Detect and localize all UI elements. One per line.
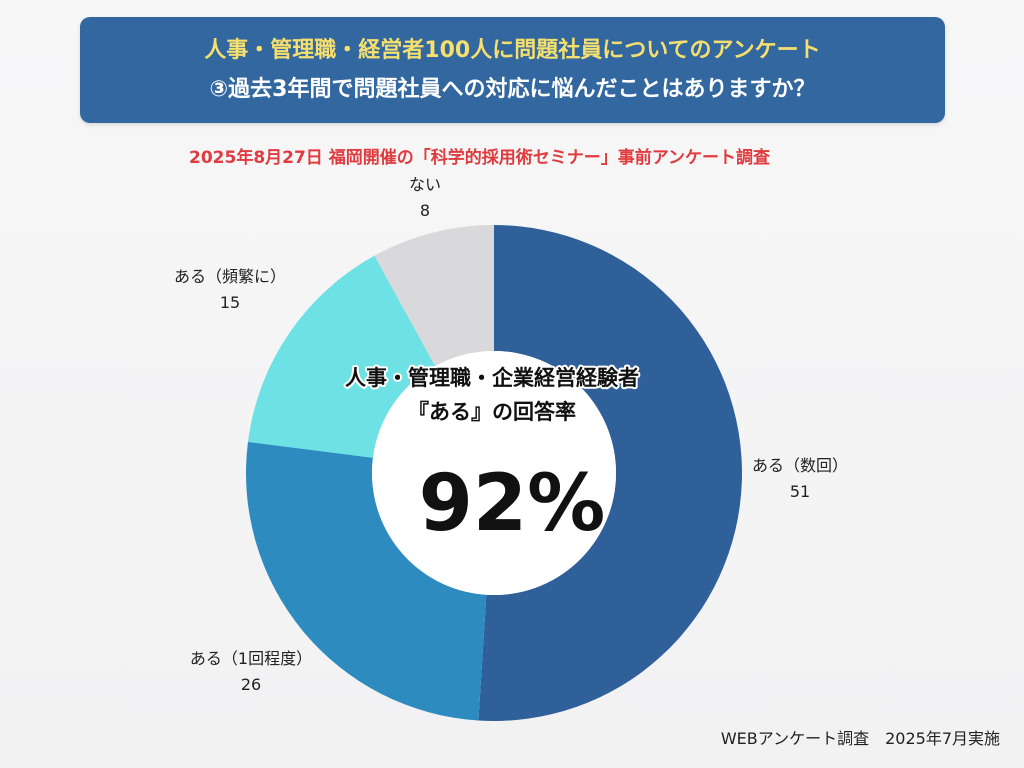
slice-label-value-3: 15 bbox=[220, 293, 240, 312]
survey-subtitle: 2025年8月27日 福岡開催の「科学的採用術セミナー」事前アンケート調査 bbox=[189, 148, 771, 168]
header-title-line2: ③過去3年間で問題社員への対応に悩んだことはありますか？ bbox=[209, 77, 816, 102]
slice-label-category-1: ある（数回） bbox=[752, 456, 848, 475]
slice-label-category-4: ない bbox=[409, 175, 441, 194]
center-rate-value: 92% bbox=[419, 459, 606, 549]
donut-hole bbox=[372, 351, 616, 595]
center-caption-line2: 『ある』の回答率 bbox=[408, 400, 576, 424]
slice-label-value-4: 8 bbox=[420, 201, 430, 220]
footer-note: WEBアンケート調査 2025年7月実施 bbox=[720, 729, 1000, 748]
slice-labels: ある（数回） 51 ある（1回程度） 26 ある（頻繁に） 15 ない 8 bbox=[174, 175, 848, 694]
center-caption-line1: 人事・管理職・企業経営経験者 bbox=[345, 366, 639, 390]
donut-center-text: 人事・管理職・企業経営経験者 『ある』の回答率 92% bbox=[343, 364, 641, 552]
donut-slice-3 bbox=[247, 255, 436, 458]
donut-slice-4 bbox=[374, 225, 494, 367]
slice-label-category-3: ある（頻繁に） bbox=[174, 267, 286, 286]
slice-label-category-2: ある（1回程度） bbox=[190, 649, 312, 668]
slice-label-value-2: 26 bbox=[241, 675, 261, 694]
slice-label-value-1: 51 bbox=[790, 482, 810, 501]
donut-slice-2 bbox=[245, 441, 487, 721]
donut-slices bbox=[245, 225, 743, 722]
header-banner: 人事・管理職・経営者100人に問題社員についてのアンケート ③過去3年間で問題社… bbox=[80, 17, 945, 123]
header-title-line1: 人事・管理職・経営者100人に問題社員についてのアンケート bbox=[204, 38, 821, 63]
donut-slice-1 bbox=[478, 225, 743, 722]
